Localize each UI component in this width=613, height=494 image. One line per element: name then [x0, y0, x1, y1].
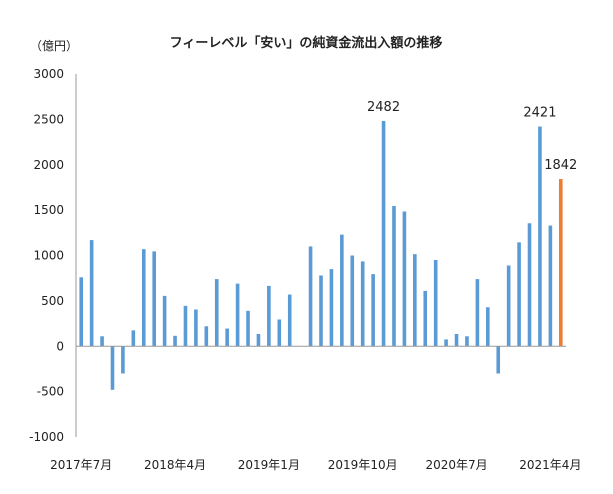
bar	[350, 255, 355, 347]
bar	[287, 294, 292, 347]
y-tick-label: 1000	[33, 249, 64, 263]
bar	[162, 295, 167, 347]
bar	[465, 336, 469, 347]
bar	[235, 283, 240, 347]
bar	[444, 339, 448, 347]
x-tick-label: 2019年10月	[328, 458, 398, 472]
bar	[173, 335, 177, 347]
bar	[329, 269, 334, 347]
bar	[381, 121, 386, 347]
y-tick-label: -1000	[29, 430, 64, 444]
bar	[141, 249, 146, 347]
bar	[100, 336, 104, 347]
x-tick-label: 2021年4月	[519, 458, 581, 472]
bar	[110, 346, 115, 390]
bar	[319, 275, 323, 347]
bar	[131, 330, 136, 347]
bar	[402, 211, 407, 347]
bar	[225, 328, 229, 347]
bar	[506, 265, 511, 347]
bar	[558, 179, 563, 347]
data-label: 1842	[544, 158, 577, 173]
x-tick-label: 2020年7月	[425, 458, 487, 472]
bar	[475, 279, 480, 347]
bar	[267, 285, 271, 347]
y-axis-ticks: -1000 -500 0 500 1000 1500 2000 2500 3000	[29, 67, 64, 444]
y-tick-label: 3000	[33, 67, 64, 81]
bar	[214, 279, 219, 347]
bar	[89, 240, 94, 347]
x-tick-label: 2018年4月	[144, 458, 206, 472]
data-label: 2482	[367, 100, 400, 115]
y-tick-label: 1500	[33, 203, 64, 217]
bar	[308, 246, 313, 347]
y-tick-label: 500	[41, 294, 64, 308]
y-tick-label: 2500	[33, 112, 64, 126]
bar	[277, 319, 282, 347]
bar	[246, 310, 250, 347]
bar	[360, 261, 365, 347]
y-tick-label: 2000	[33, 158, 64, 172]
bar	[392, 206, 396, 347]
y-axis-unit-label: （億円）	[30, 39, 78, 53]
x-tick-label: 2019年1月	[238, 458, 300, 472]
bar	[152, 251, 156, 347]
x-tick-label: 2017年7月	[50, 458, 112, 472]
y-tick-label: -500	[37, 385, 64, 399]
bar	[548, 225, 553, 347]
bar	[413, 254, 417, 347]
bar	[454, 333, 459, 347]
bar	[256, 333, 261, 347]
bar	[371, 274, 375, 347]
bar	[433, 260, 438, 347]
bar	[538, 126, 542, 347]
bar	[79, 277, 84, 347]
bar	[496, 346, 501, 374]
bar	[340, 234, 344, 347]
bars	[79, 121, 563, 390]
bar	[517, 242, 521, 347]
bar	[204, 326, 209, 347]
x-axis-ticks: 2017年7月 2018年4月 2019年1月 2019年10月 2020年7月 2021…	[50, 458, 581, 472]
bar	[423, 290, 428, 347]
y-tick-label: 0	[56, 339, 64, 353]
bar	[486, 307, 490, 347]
chart-title: フィーレベル「安い」の純資金流出入額の推移	[170, 35, 443, 51]
data-labels: 2482 2421 1842	[367, 100, 577, 173]
bar	[121, 346, 125, 374]
bar	[527, 223, 532, 347]
bar	[194, 309, 198, 347]
data-label: 2421	[523, 106, 556, 121]
bar	[183, 305, 188, 347]
